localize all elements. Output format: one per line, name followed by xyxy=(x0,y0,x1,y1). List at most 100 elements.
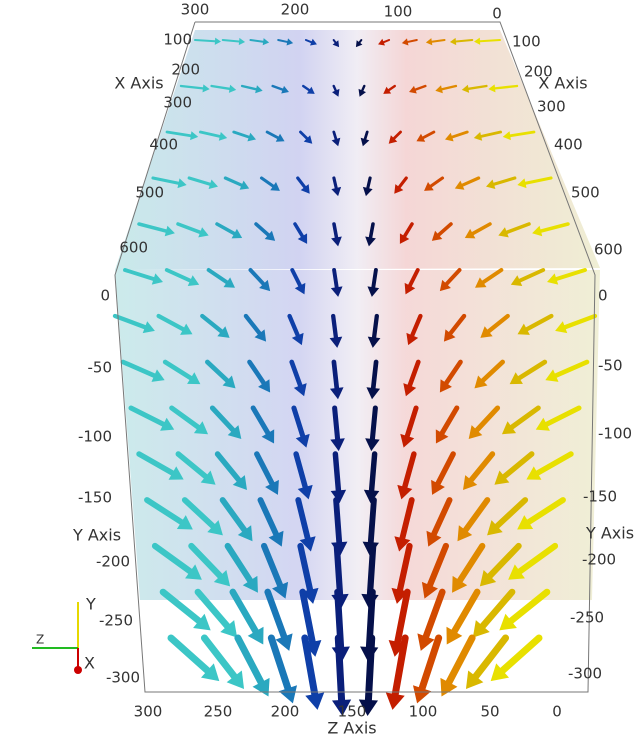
arrow-head xyxy=(228,84,237,93)
tick-label: 200 xyxy=(271,703,300,721)
arrow-head xyxy=(401,38,409,46)
arrow-head xyxy=(332,40,340,48)
arrow-shaft xyxy=(136,451,176,476)
tick-label: 200 xyxy=(171,61,200,79)
top-face xyxy=(115,30,600,270)
arrow-shaft xyxy=(474,405,501,433)
front-face xyxy=(115,270,600,600)
arrow-shaft xyxy=(414,84,427,91)
arrow-head xyxy=(464,228,476,239)
arrow-head xyxy=(498,227,509,238)
arrow-head xyxy=(472,620,490,638)
arrow-head xyxy=(397,484,413,500)
arrow-head xyxy=(278,685,298,704)
arrow-shaft xyxy=(397,176,408,189)
arrow-shaft xyxy=(369,405,378,442)
arrow-shaft xyxy=(260,542,284,589)
arrow-head xyxy=(399,233,410,244)
arrow-shaft xyxy=(436,222,453,237)
arrow-head xyxy=(332,88,340,97)
arrow-shaft xyxy=(387,84,397,92)
arrow-head xyxy=(517,515,534,530)
arrow-head xyxy=(517,178,527,189)
arrow-shaft xyxy=(120,359,157,378)
arrow-head xyxy=(532,225,543,237)
arrow-head xyxy=(378,38,385,46)
arrow-head xyxy=(218,131,228,141)
tick-label: 150 xyxy=(338,703,367,721)
arrow-shaft xyxy=(406,39,418,43)
arrow-head xyxy=(452,575,468,593)
tick-label: 300 xyxy=(537,98,566,116)
arrow-shaft xyxy=(399,497,415,542)
arrow-head xyxy=(151,273,163,285)
arrow-head xyxy=(303,135,313,144)
arrow-shaft xyxy=(159,588,203,625)
arrow-head xyxy=(509,372,523,385)
arrow-head xyxy=(502,131,511,141)
arrow-shaft xyxy=(332,222,339,240)
tick-label: 300 xyxy=(163,94,192,112)
arrow-shaft xyxy=(176,222,202,235)
tick-label: -150 xyxy=(583,488,617,506)
arrow-head xyxy=(275,633,293,651)
arrow-head xyxy=(406,332,419,346)
arrow-head xyxy=(242,575,258,593)
arrow-shaft xyxy=(439,405,460,436)
arrow-head xyxy=(365,236,376,247)
tick-label: 400 xyxy=(149,136,178,154)
arrow-head xyxy=(486,179,496,190)
arrow-head xyxy=(164,225,175,237)
arrow-shaft xyxy=(499,634,543,674)
arrow-shaft xyxy=(539,222,570,233)
arrow-shaft xyxy=(219,497,248,534)
arrow-shaft xyxy=(188,542,224,580)
tick-label: -300 xyxy=(106,669,140,687)
arrow-head xyxy=(259,279,271,292)
arrow-shaft xyxy=(524,313,554,332)
arrow-shaft xyxy=(501,451,535,480)
arrow-head xyxy=(331,236,342,247)
arrow-shaft xyxy=(554,268,587,281)
arrow-head xyxy=(226,670,245,690)
arrow-shaft xyxy=(293,451,308,490)
arrow-head xyxy=(193,613,211,631)
arrow-shaft xyxy=(368,222,375,240)
arrow-head xyxy=(385,692,405,710)
tick-label: -250 xyxy=(570,609,604,627)
arrow-head xyxy=(490,663,509,682)
arrow-shaft xyxy=(517,268,546,283)
x-axis-title: X Axis xyxy=(538,74,587,93)
arrow-head xyxy=(207,520,223,536)
arrow-head xyxy=(220,620,238,638)
arrow-head xyxy=(425,38,433,46)
arrow-head xyxy=(222,375,236,389)
arrow-head xyxy=(300,184,310,194)
arrow-shaft xyxy=(194,588,231,630)
arrow-head xyxy=(291,332,304,346)
arrow-shaft xyxy=(293,222,305,238)
arrow-shaft xyxy=(460,176,481,187)
arrow-shaft xyxy=(234,634,265,686)
arrow-shaft xyxy=(296,176,307,189)
arrow-head xyxy=(412,685,432,704)
tick-label: 0 xyxy=(100,287,110,305)
arrow-head xyxy=(367,336,381,348)
arrow-shaft xyxy=(265,130,280,140)
arrow-head xyxy=(526,466,542,480)
arrow-head xyxy=(545,369,559,382)
arrow-head xyxy=(404,282,416,295)
arrow-head xyxy=(473,131,483,141)
arrow-shaft xyxy=(304,39,313,44)
arrow-head xyxy=(457,525,473,542)
arrow-head xyxy=(306,86,315,94)
arrow-head xyxy=(193,421,209,435)
arrow-shaft xyxy=(410,313,423,338)
arrow-shaft xyxy=(332,84,337,92)
tick-label: 0 xyxy=(552,703,562,721)
arrow-head xyxy=(358,699,379,717)
arrow-shaft xyxy=(418,634,443,692)
arrow-shaft xyxy=(366,542,377,598)
arrow-head xyxy=(231,228,243,239)
axis-x-label: X xyxy=(84,654,95,673)
